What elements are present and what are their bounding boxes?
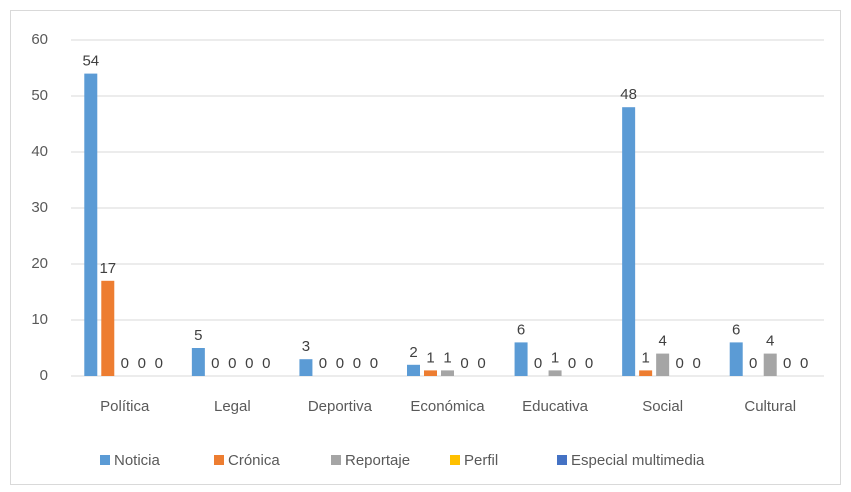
legend-swatch (214, 455, 224, 465)
data-label: 48 (620, 86, 637, 103)
data-label: 0 (319, 355, 327, 372)
data-label: 0 (675, 355, 683, 372)
data-label: 1 (551, 349, 559, 366)
x-tick-label: Social (642, 398, 683, 415)
bar (407, 364, 420, 376)
bar (84, 73, 98, 376)
x-tick-label: Política (100, 398, 150, 415)
bar (101, 280, 115, 376)
bar (729, 342, 743, 376)
data-label: 0 (370, 355, 378, 372)
data-label: 17 (99, 260, 116, 277)
data-label: 2 (409, 344, 417, 361)
y-tick-label: 50 (31, 87, 48, 104)
legend-swatch (450, 455, 460, 465)
data-label: 54 (82, 53, 99, 70)
data-label: 0 (534, 355, 542, 372)
data-label: 1 (426, 349, 434, 366)
data-label: 0 (245, 355, 253, 372)
legend-swatch (557, 455, 567, 465)
data-label: 0 (585, 355, 593, 372)
bar (299, 359, 313, 376)
legend-label: Perfil (464, 452, 498, 469)
bar (424, 370, 437, 376)
data-label: 4 (658, 333, 666, 350)
y-tick-label: 40 (31, 143, 48, 160)
y-tick-label: 60 (31, 31, 48, 48)
chart-border (10, 10, 841, 485)
y-tick-label: 10 (31, 311, 48, 328)
x-tick-label: Legal (214, 398, 251, 415)
bar (763, 353, 777, 376)
legend-swatch (100, 455, 110, 465)
legend-label: Reportaje (345, 452, 410, 469)
bar (548, 370, 562, 376)
data-label: 3 (302, 338, 310, 355)
data-label: 1 (443, 349, 451, 366)
data-label: 0 (155, 355, 163, 372)
bar (622, 107, 636, 376)
data-label: 0 (477, 355, 485, 372)
legend-swatch (331, 455, 341, 465)
data-label: 0 (800, 355, 808, 372)
bar (656, 353, 670, 376)
data-label: 0 (783, 355, 791, 372)
bar (639, 370, 653, 376)
data-label: 0 (460, 355, 468, 372)
data-label: 6 (517, 321, 525, 338)
data-label: 0 (228, 355, 236, 372)
data-label: 0 (138, 355, 146, 372)
data-label: 1 (641, 349, 649, 366)
data-label: 0 (211, 355, 219, 372)
legend-label: Crónica (228, 452, 280, 469)
data-label: 0 (262, 355, 270, 372)
bar (191, 348, 205, 376)
data-label: 0 (692, 355, 700, 372)
x-tick-label: Deportiva (308, 398, 373, 415)
data-label: 0 (749, 355, 757, 372)
x-tick-label: Cultural (744, 398, 796, 415)
data-label: 5 (194, 327, 202, 344)
x-tick-label: Económica (410, 398, 485, 415)
y-tick-label: 0 (40, 367, 48, 384)
y-tick-label: 20 (31, 255, 48, 272)
bar (514, 342, 528, 376)
data-label: 0 (336, 355, 344, 372)
y-tick-label: 30 (31, 199, 48, 216)
legend-label: Especial multimedia (571, 452, 705, 469)
legend-label: Noticia (114, 452, 161, 469)
data-label: 0 (568, 355, 576, 372)
x-tick-label: Educativa (522, 398, 589, 415)
data-label: 0 (353, 355, 361, 372)
data-label: 6 (732, 321, 740, 338)
bar (441, 370, 454, 376)
data-label: 4 (766, 333, 774, 350)
data-label: 0 (121, 355, 129, 372)
